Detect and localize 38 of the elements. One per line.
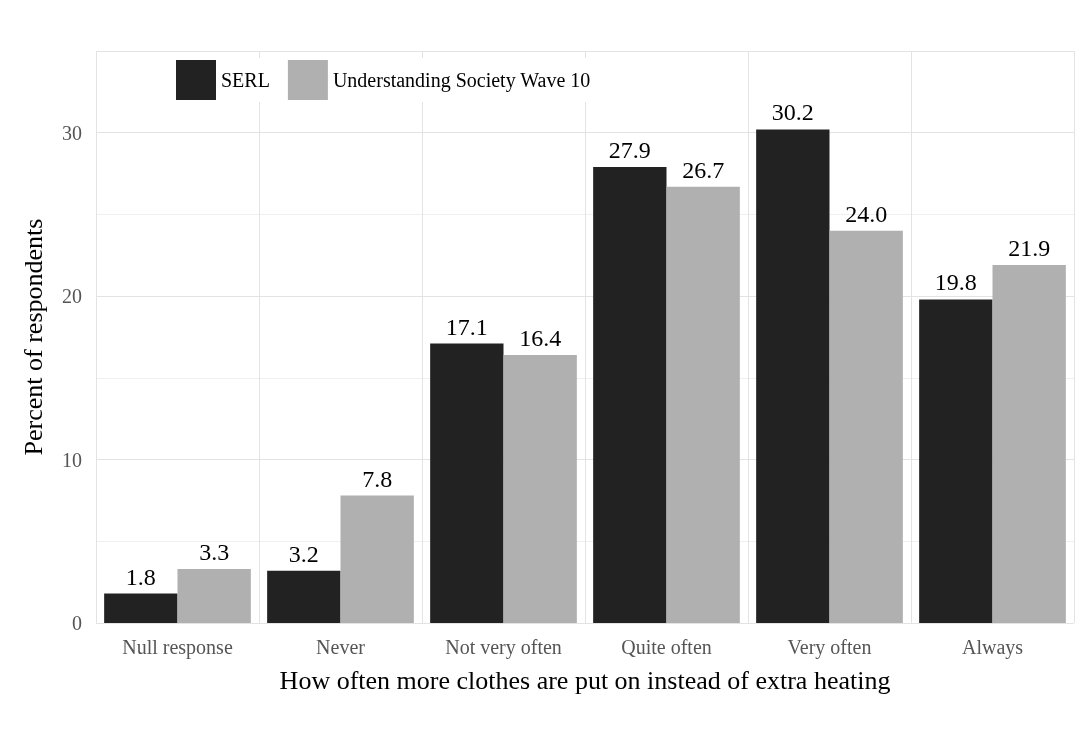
x-tick-label: Not very often — [445, 636, 562, 659]
bar — [503, 354, 577, 623]
data-label: 3.2 — [288, 540, 319, 567]
x-tick-label: Very often — [787, 636, 872, 659]
data-label: 3.3 — [199, 539, 230, 566]
x-axis-title: How often more clothes are put on instead of extra heating — [279, 665, 891, 695]
x-tick-label: Always — [961, 636, 1024, 659]
y-tick-label: 10 — [62, 448, 82, 471]
data-label: 24.0 — [845, 200, 888, 227]
x-tick-label: Never — [316, 636, 366, 658]
legend-label: SERL — [221, 69, 270, 91]
bar — [104, 593, 178, 623]
x-tick-label: Quite often — [621, 636, 712, 658]
data-label: 17.1 — [445, 313, 488, 340]
data-label: 30.2 — [771, 99, 814, 126]
data-label: 7.8 — [362, 465, 393, 492]
bar — [430, 343, 504, 623]
bar — [593, 167, 667, 623]
bar — [177, 569, 251, 623]
bar — [340, 495, 414, 623]
data-label: 19.8 — [934, 269, 977, 296]
legend-label: Understanding Society Wave 10 — [332, 69, 591, 92]
bar — [919, 299, 993, 623]
y-tick-label: 30 — [62, 121, 82, 144]
bar — [992, 265, 1066, 623]
data-label: 27.9 — [608, 137, 651, 164]
bar — [829, 230, 903, 623]
x-tick-label: Null response — [122, 636, 233, 659]
data-label: 21.9 — [1008, 235, 1051, 262]
data-label: 26.7 — [682, 156, 725, 183]
data-label: 16.4 — [519, 324, 562, 351]
data-label: 1.8 — [125, 563, 156, 590]
y-tick-label: 20 — [62, 285, 82, 308]
y-tick-label: 0 — [72, 612, 82, 634]
bar — [267, 570, 341, 623]
y-axis-title: Percent of respondents — [18, 218, 48, 456]
bar — [756, 129, 830, 623]
bar — [666, 186, 740, 623]
